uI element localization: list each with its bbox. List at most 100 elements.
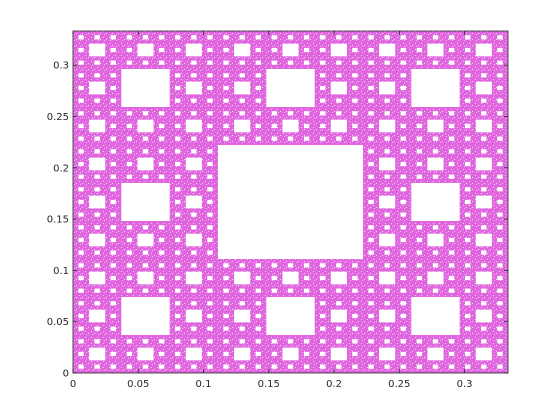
carpet-hole bbox=[475, 43, 492, 57]
carpet-hole bbox=[89, 195, 106, 209]
carpet-hole bbox=[239, 301, 245, 306]
carpet-hole bbox=[432, 263, 439, 268]
carpet-hole bbox=[400, 225, 406, 230]
carpet-hole bbox=[191, 60, 197, 65]
carpet-hole bbox=[481, 149, 487, 154]
carpet-hole bbox=[78, 225, 84, 230]
carpet-hole bbox=[384, 60, 390, 65]
carpet-hole bbox=[303, 263, 310, 268]
carpet-hole bbox=[110, 351, 116, 357]
carpet-hole bbox=[126, 174, 133, 179]
carpet-hole bbox=[352, 136, 358, 141]
axes-box bbox=[72, 30, 509, 374]
carpet-hole bbox=[384, 326, 390, 331]
carpet-hole bbox=[416, 47, 423, 53]
carpet-hole bbox=[234, 347, 251, 361]
carpet-hole bbox=[89, 43, 106, 57]
carpet-hole bbox=[303, 364, 310, 369]
carpet-hole bbox=[223, 313, 229, 319]
carpet-hole bbox=[481, 187, 487, 192]
carpet-hole bbox=[255, 73, 261, 78]
carpet-hole bbox=[110, 187, 116, 192]
carpet-hole bbox=[207, 351, 213, 357]
carpet-hole bbox=[303, 275, 310, 281]
carpet-hole bbox=[352, 351, 358, 357]
carpet-hole bbox=[78, 339, 84, 344]
carpet-hole bbox=[255, 47, 261, 53]
carpet-hole bbox=[465, 237, 471, 243]
carpet-hole bbox=[481, 364, 487, 369]
y-tick-label: 0 bbox=[63, 369, 69, 380]
carpet-hole bbox=[158, 47, 165, 53]
carpet-hole bbox=[448, 351, 455, 357]
carpet-hole bbox=[158, 123, 165, 129]
carpet-hole bbox=[110, 212, 116, 217]
carpet-hole bbox=[94, 73, 100, 78]
carpet-hole bbox=[126, 136, 133, 141]
carpet-hole bbox=[78, 111, 84, 116]
carpet-hole bbox=[465, 288, 471, 293]
carpet-hole bbox=[142, 35, 149, 40]
carpet-hole bbox=[448, 136, 455, 141]
carpet-hole bbox=[303, 35, 310, 40]
carpet-hole bbox=[320, 313, 326, 319]
carpet-hole bbox=[255, 313, 261, 319]
carpet-hole bbox=[465, 339, 471, 344]
carpet-hole bbox=[416, 339, 423, 344]
carpet-hole bbox=[411, 183, 460, 221]
carpet-hole bbox=[465, 73, 471, 78]
carpet-hole bbox=[379, 233, 396, 247]
carpet-hole bbox=[207, 35, 213, 40]
plot-area bbox=[73, 31, 508, 373]
carpet-hole bbox=[416, 364, 423, 369]
carpet-hole bbox=[368, 161, 374, 167]
carpet-hole bbox=[223, 364, 229, 369]
carpet-hole bbox=[400, 237, 406, 243]
carpet-hole bbox=[137, 43, 154, 57]
carpet-hole bbox=[89, 347, 106, 361]
carpet-hole bbox=[207, 149, 213, 154]
carpet-hole bbox=[379, 347, 396, 361]
carpet-hole bbox=[287, 60, 294, 65]
carpet-hole bbox=[465, 250, 471, 255]
carpet-hole bbox=[137, 233, 154, 247]
carpet-hole bbox=[497, 199, 503, 205]
carpet-hole bbox=[175, 149, 181, 154]
carpet-hole bbox=[497, 174, 503, 179]
carpet-hole bbox=[207, 364, 213, 369]
carpet-hole bbox=[336, 136, 342, 141]
carpet-hole bbox=[207, 288, 213, 293]
carpet-hole bbox=[400, 250, 406, 255]
carpet-hole bbox=[223, 288, 229, 293]
carpet-hole bbox=[271, 263, 278, 268]
carpet-hole bbox=[175, 123, 181, 129]
carpet-hole bbox=[497, 85, 503, 91]
carpet-hole bbox=[239, 136, 245, 141]
carpet-hole bbox=[78, 149, 84, 154]
carpet-hole bbox=[384, 263, 390, 268]
carpet-hole bbox=[94, 174, 100, 179]
carpet-hole bbox=[78, 288, 84, 293]
carpet-hole bbox=[255, 351, 261, 357]
x-tick-label: 0.3 bbox=[457, 379, 473, 390]
carpet-hole bbox=[78, 301, 84, 306]
carpet-hole bbox=[379, 43, 396, 57]
carpet-hole bbox=[271, 111, 278, 116]
carpet-hole bbox=[110, 47, 116, 53]
carpet-hole bbox=[368, 263, 374, 268]
carpet-hole bbox=[110, 111, 116, 116]
carpet-hole bbox=[207, 73, 213, 78]
carpet-hole bbox=[137, 157, 154, 171]
carpet-hole bbox=[475, 157, 492, 171]
carpet-hole bbox=[427, 233, 444, 247]
carpet-hole bbox=[352, 326, 358, 331]
carpet-hole bbox=[465, 123, 471, 129]
carpet-hole bbox=[481, 301, 487, 306]
carpet-hole bbox=[352, 339, 358, 344]
carpet-hole bbox=[368, 98, 374, 103]
carpet-hole bbox=[191, 149, 197, 154]
carpet-hole bbox=[78, 47, 84, 53]
carpet-hole bbox=[110, 263, 116, 268]
carpet-hole bbox=[303, 136, 310, 141]
carpet-hole bbox=[158, 161, 165, 167]
